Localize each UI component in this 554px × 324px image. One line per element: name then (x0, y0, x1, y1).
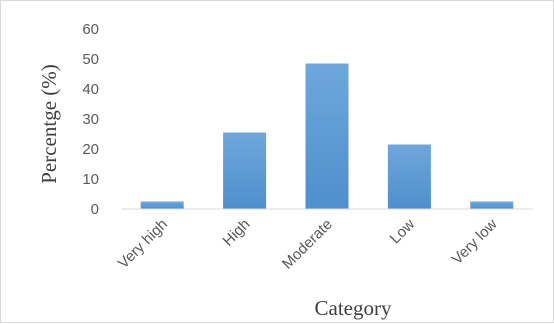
x-tick-label: High (220, 216, 254, 250)
x-tick-label: Moderate (279, 216, 336, 273)
bar (305, 63, 349, 209)
x-tick-label: Low (387, 216, 419, 248)
y-tick-label: 0 (91, 201, 99, 218)
y-tick-label: 50 (82, 51, 99, 68)
x-axis-title: Category (315, 296, 392, 320)
bars (140, 63, 514, 209)
bar (140, 201, 184, 209)
x-axis-ticks: Very high High Moderate Low Very low (115, 216, 501, 273)
y-tick-label: 20 (82, 141, 99, 158)
y-tick-label: 40 (82, 81, 99, 98)
bar (470, 201, 514, 209)
bar (223, 132, 267, 209)
y-tick-label: 30 (82, 111, 99, 128)
y-axis-ticks: 0 10 20 30 40 50 60 (82, 21, 99, 218)
y-tick-label: 60 (82, 21, 99, 38)
x-tick-label: Very low (449, 216, 501, 268)
x-tick-label: Very high (115, 216, 171, 272)
bar (387, 144, 431, 209)
y-tick-label: 10 (82, 171, 99, 188)
y-axis-title: Percentge (%) (37, 64, 61, 184)
